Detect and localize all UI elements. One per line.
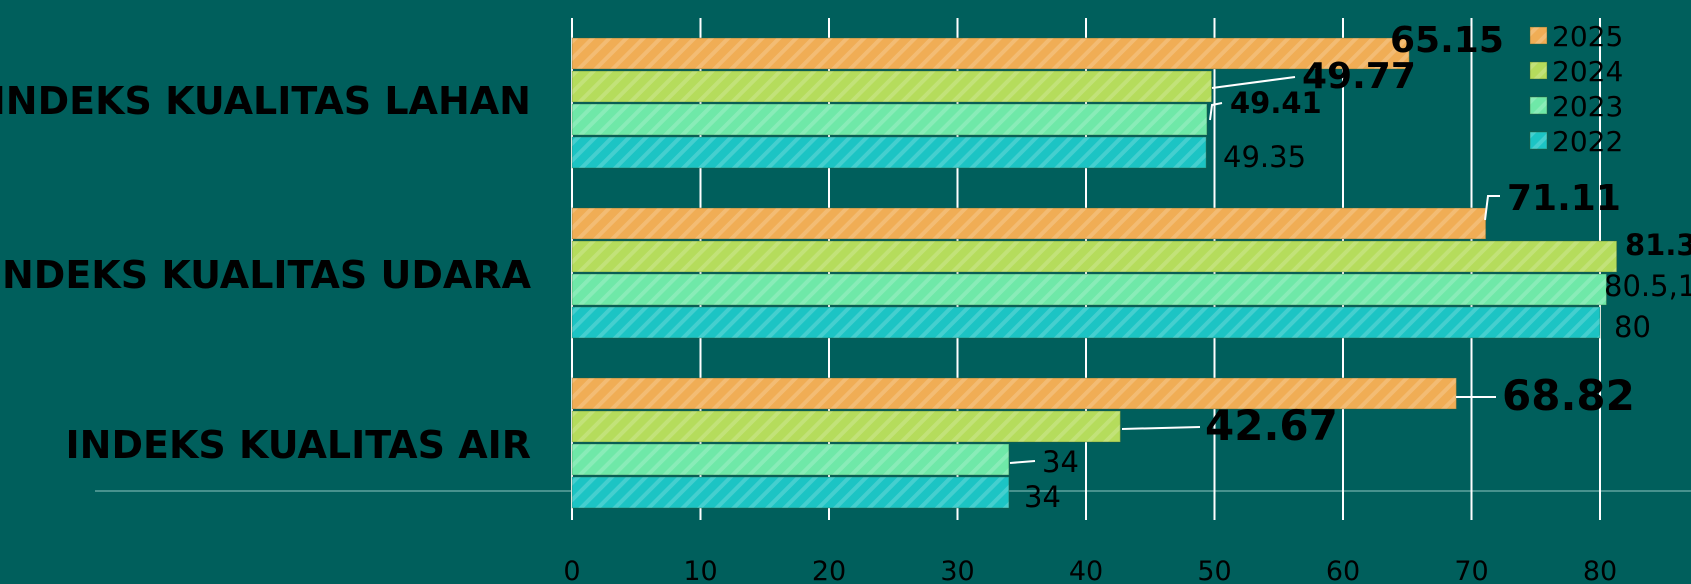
bar (571, 207, 1487, 240)
bar (571, 273, 1607, 306)
legend-swatch (1529, 61, 1548, 80)
x-tick-label: 20 (812, 556, 846, 584)
bar (571, 240, 1618, 273)
legend-item: 2023 (1529, 90, 1623, 123)
legend-item: 2025 (1529, 20, 1623, 53)
category-label-lahan: INDEKS KUALITAS LAHAN (0, 79, 531, 123)
bar (571, 377, 1457, 410)
bar (571, 476, 1010, 509)
x-tick-label: 0 (563, 556, 580, 584)
x-tick-label: 50 (1197, 556, 1231, 584)
legend-swatch (1529, 96, 1548, 115)
legend-label: 2022 (1552, 125, 1623, 158)
bar (571, 443, 1010, 476)
data-label: 34 (1042, 445, 1079, 479)
category-label-udara: INDEKS KUALITAS UDARA (0, 253, 531, 297)
legend-label: 2024 (1552, 55, 1623, 88)
data-label: 80.5,1 (1604, 269, 1691, 303)
data-label: 49.41 (1230, 86, 1322, 120)
category-label-air: INDEKS KUALITAS AIR (65, 423, 532, 467)
data-label: 81.3 (1625, 228, 1691, 262)
data-label: 34 (1024, 480, 1061, 514)
bar (571, 70, 1213, 103)
data-label: 49.77 (1302, 56, 1416, 97)
data-label: 68.82 (1502, 371, 1635, 420)
bar (571, 37, 1410, 70)
bar (571, 103, 1208, 136)
legend-swatch (1529, 26, 1548, 45)
leader-line (1209, 102, 1223, 121)
x-tick-label: 60 (1326, 556, 1360, 584)
legend-swatch (1529, 131, 1548, 150)
data-label: 80 (1614, 310, 1651, 344)
legend-item: 2024 (1529, 55, 1623, 88)
x-tick-label: 30 (940, 556, 974, 584)
data-label: 42.67 (1205, 401, 1338, 450)
legend-item: 2022 (1529, 125, 1623, 158)
x-tick-label: 40 (1069, 556, 1103, 584)
data-label: 65.15 (1390, 20, 1504, 61)
bar (571, 136, 1207, 169)
x-tick-label: 80 (1583, 556, 1617, 584)
bar (571, 410, 1121, 443)
data-label: 49.35 (1223, 140, 1306, 174)
leader-line (1211, 76, 1296, 89)
legend-label: 2023 (1552, 90, 1623, 123)
x-tick-label: 10 (683, 556, 717, 584)
leader-line (1484, 195, 1500, 221)
legend-label: 2025 (1552, 20, 1623, 53)
leader-line (1121, 426, 1201, 430)
leader-line (1009, 460, 1036, 464)
data-label: 71.11 (1507, 178, 1621, 219)
bar (571, 306, 1601, 339)
x-tick-label: 70 (1454, 556, 1488, 584)
